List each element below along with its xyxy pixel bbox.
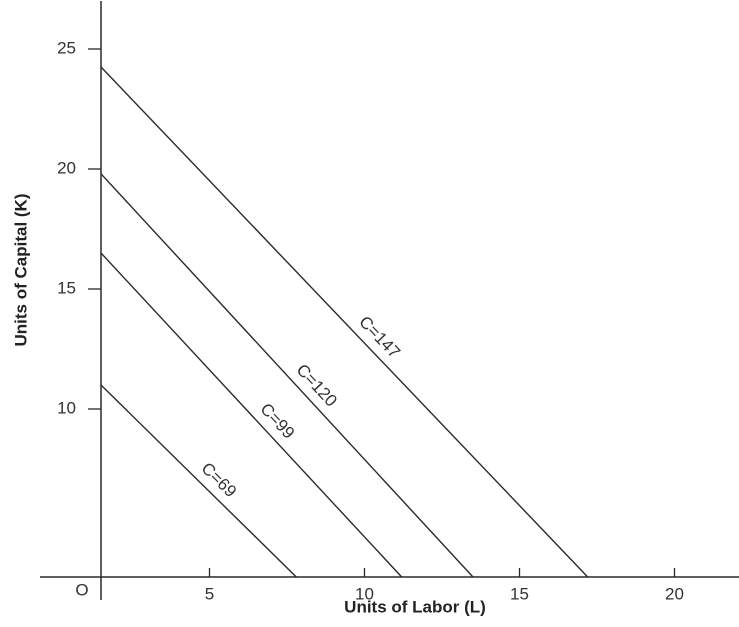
x-tick-label: 15 [510,584,529,603]
isocost-line [100,384,297,578]
y-tick-label: 10 [57,398,76,417]
line-label: C=99 [256,399,298,442]
y-tick-label: 20 [57,158,76,177]
x-tick-label: 5 [205,584,214,603]
line-label: C=69 [198,459,241,501]
y-axis-title: Units of Capital (K) [11,194,30,347]
y-tick-label: 15 [57,278,76,297]
x-tick-label: 20 [665,584,684,603]
origin-label: O [75,580,88,599]
isocost-line [100,66,589,578]
y-tick-label: 25 [57,38,76,57]
line-label: C=147 [355,312,404,362]
isocost-line [100,173,474,578]
isocost-line [100,252,403,578]
line-label: C=120 [293,360,341,410]
x-tick-label: 10 [355,584,374,603]
x-axis-title: Units of Labor (L) [344,597,486,616]
